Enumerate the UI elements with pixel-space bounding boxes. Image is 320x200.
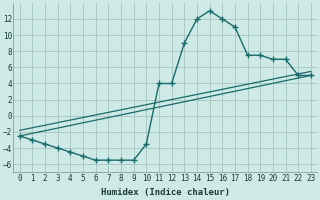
X-axis label: Humidex (Indice chaleur): Humidex (Indice chaleur) xyxy=(101,188,230,197)
